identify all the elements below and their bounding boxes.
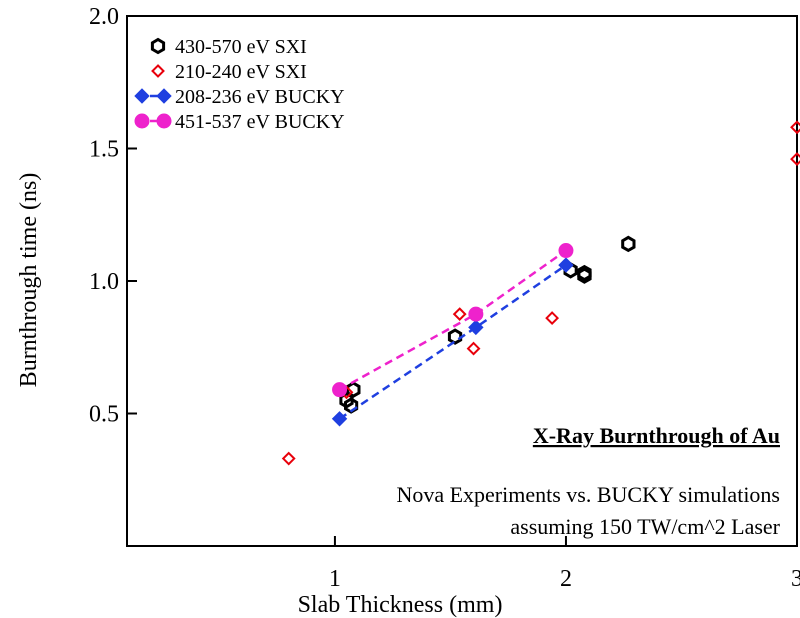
legend-marker: [151, 64, 165, 78]
y-axis-label: Burnthrough time (ns): [16, 173, 42, 388]
series-group: [281, 120, 800, 466]
data-point: [468, 306, 484, 322]
x-tick-label: 1: [329, 566, 341, 592]
series-group: [332, 243, 574, 398]
annotation-line-1: Nova Experiments vs. BUCKY simulations: [396, 482, 780, 507]
data-point: [558, 243, 574, 259]
ticks-layer: 1 2 3 0.5 1.0 1.5 2.0: [89, 4, 800, 592]
series-layer: [281, 120, 800, 466]
data-point: [332, 382, 348, 398]
series-line: [338, 264, 567, 420]
data-point: [558, 257, 574, 273]
data-point: [331, 411, 348, 427]
data-point: [452, 307, 467, 322]
data-point: [468, 319, 484, 336]
legend-label: 208-236 eV BUCKY: [175, 86, 345, 108]
legend-marker: [156, 113, 172, 129]
x-tick-label: 3: [791, 566, 800, 592]
legend-marker: [156, 88, 172, 104]
x-tick-label: 2: [560, 566, 572, 592]
data-point: [545, 311, 560, 326]
data-point: [281, 451, 296, 466]
legend-marker: [134, 88, 150, 104]
series-line: [338, 249, 567, 391]
legend-label: 451-537 eV BUCKY: [175, 111, 345, 133]
series-group: [331, 257, 574, 427]
legend-label: 210-240 eV SXI: [175, 61, 307, 83]
data-point: [621, 235, 636, 253]
series-group: [339, 235, 636, 414]
legend: 430-570 eV SXI 210-240 eV SXI 208-236 eV B…: [134, 36, 345, 133]
legend-marker: [150, 37, 166, 55]
x-axis-label: Slab Thickness (mm): [298, 592, 503, 618]
data-point: [790, 152, 800, 167]
legend-entry: 430-570 eV SXI: [150, 36, 307, 58]
data-point: [346, 381, 361, 398]
data-point: [447, 328, 463, 345]
y-tick-label: 1.0: [89, 269, 119, 295]
y-tick-label: 2.0: [89, 4, 119, 30]
legend-entry: 451-537 eV BUCKY: [134, 111, 345, 133]
data-point: [577, 264, 592, 282]
y-tick-label: 0.5: [89, 402, 119, 428]
data-point: [790, 120, 800, 135]
data-point: [466, 341, 481, 356]
annotation-title: X-Ray Burnthrough of Au: [533, 423, 780, 448]
legend-entry: 208-236 eV BUCKY: [134, 86, 345, 108]
annotation-line-2: assuming 150 TW/cm^2 Laser: [510, 514, 780, 539]
y-tick-label: 1.5: [89, 137, 119, 163]
legend-entry: 210-240 eV SXI: [151, 61, 307, 83]
legend-label: 430-570 eV SXI: [175, 36, 307, 58]
legend-marker: [134, 113, 150, 129]
annotation-box: X-Ray Burnthrough of Au Nova Experiments…: [396, 423, 780, 539]
